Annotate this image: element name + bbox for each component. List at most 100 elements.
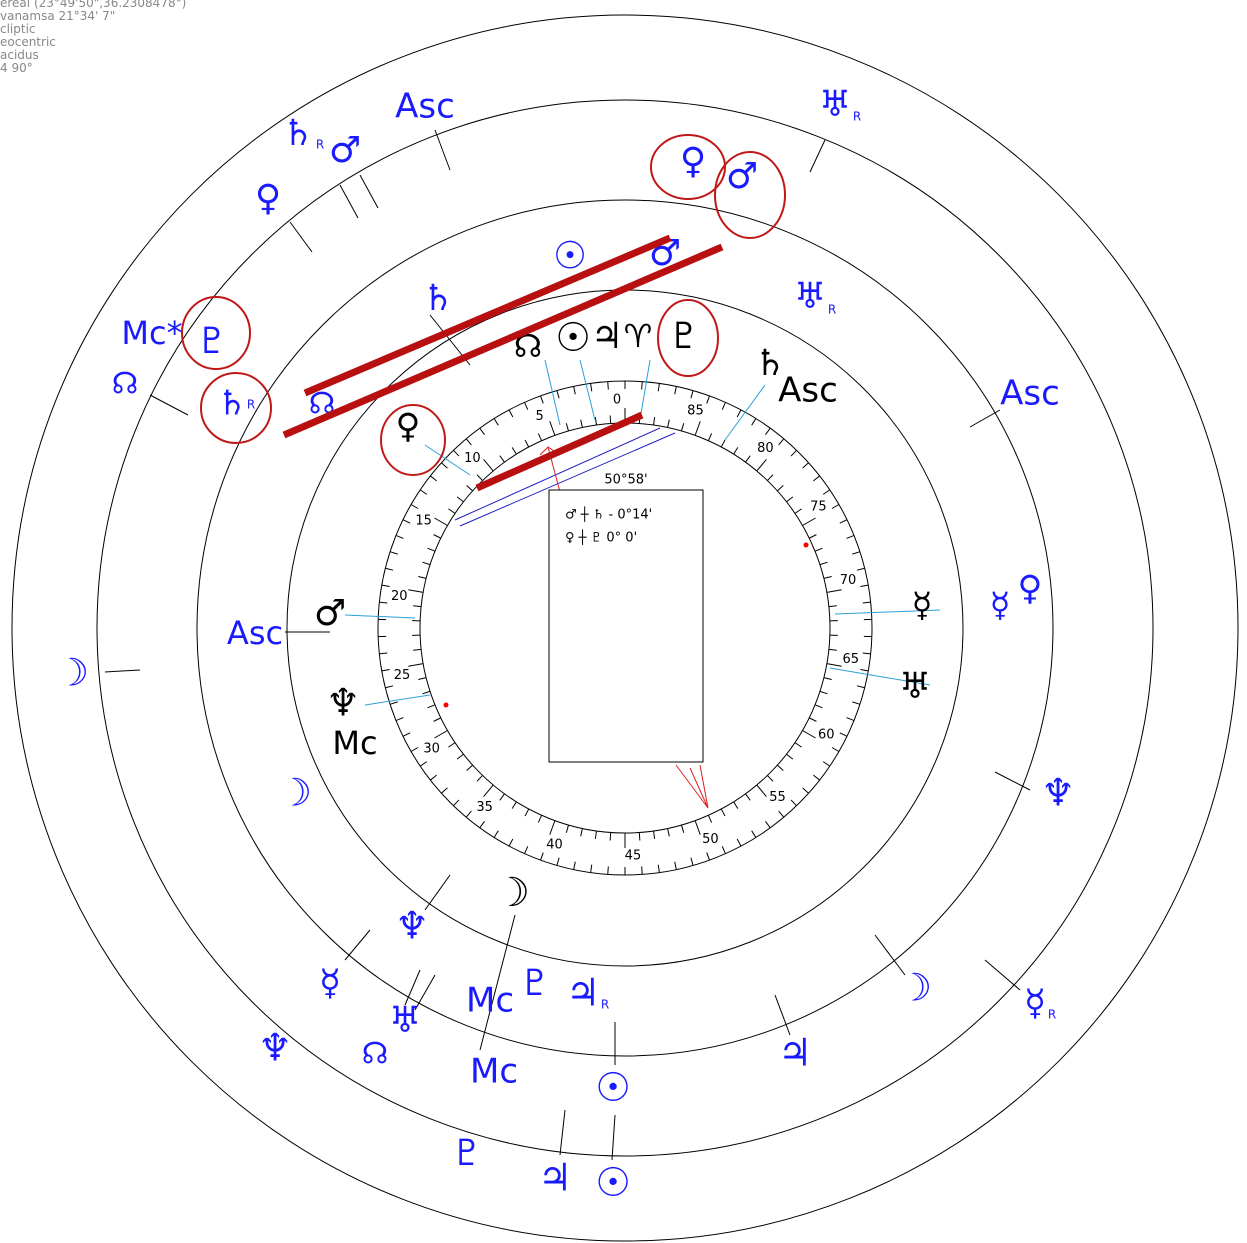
tick (778, 438, 785, 446)
planet-glyph: ♇ (668, 316, 700, 357)
tick (385, 567, 394, 571)
tick (419, 489, 428, 495)
planet-glyph: R (316, 138, 324, 152)
tick (524, 846, 529, 854)
tick (524, 808, 530, 817)
tick (862, 652, 871, 655)
tick (540, 395, 544, 404)
planet-glyph: ♅ (389, 1000, 421, 1041)
dial-label: 25 (394, 668, 411, 683)
tick (733, 447, 739, 455)
tick (657, 383, 660, 392)
tick (828, 605, 837, 608)
cusp (404, 969, 421, 1006)
tick (594, 417, 597, 426)
tick (814, 704, 823, 709)
tick (381, 669, 390, 672)
planet-glyph: ☿ (990, 586, 1011, 626)
connector (424, 444, 471, 476)
planet-glyph: ♂ (329, 130, 361, 171)
planet-glyph: ♀ (680, 141, 706, 182)
planet-glyph: Mc* (121, 314, 182, 352)
tick (790, 449, 797, 457)
dial-label: 15 (415, 513, 432, 528)
tick (483, 784, 494, 797)
tick (476, 775, 483, 782)
planet-glyph: ☽ (278, 771, 312, 815)
cusp (339, 184, 359, 219)
tick (573, 386, 576, 395)
planet-glyph: ☿ (319, 963, 341, 1004)
tick (479, 821, 485, 829)
tick (751, 418, 757, 426)
tick (594, 830, 597, 839)
tick (524, 402, 529, 410)
dial-label: 45 (625, 848, 642, 863)
highlight (181, 296, 251, 370)
cusp (104, 669, 141, 673)
highlight (200, 372, 272, 444)
dial-label: 70 (840, 573, 857, 588)
planet-glyph: ♂ (726, 156, 758, 197)
dial-labels: 0 5 10 15 20 25 30 35 40 45 50 55 60 65 70 75 80 85 (391, 393, 859, 864)
cusp (344, 929, 371, 961)
header-line: cliptic (0, 22, 36, 36)
tick (389, 701, 398, 705)
header-line: ereal (23°49'50",36.2308478°) (0, 0, 187, 10)
header-line: eocentric (0, 35, 56, 49)
tick (786, 753, 794, 760)
tick (476, 474, 483, 481)
tick (745, 793, 751, 801)
tick (493, 830, 499, 838)
cusp (434, 129, 451, 171)
tick (511, 447, 517, 455)
tick (765, 821, 771, 829)
dial-label: 5 (535, 409, 543, 424)
tick (638, 832, 641, 841)
connector (544, 359, 561, 426)
planet-glyph: ☽ (55, 651, 89, 695)
dial-label: 60 (818, 728, 835, 743)
connector (639, 359, 651, 421)
tick (657, 864, 660, 873)
header-line: acidus (0, 48, 39, 62)
tick (831, 504, 840, 509)
planet-glyph: R (828, 303, 836, 317)
tick (839, 519, 848, 524)
tick (609, 832, 612, 841)
aspect-box (548, 489, 704, 763)
tick (707, 433, 713, 441)
dial-label: 85 (687, 404, 704, 419)
tick (653, 830, 656, 839)
planet-glyph: R (247, 398, 255, 412)
tick (819, 561, 828, 566)
cusp (424, 874, 451, 911)
planet-glyph: ♅ (899, 666, 931, 707)
planet-glyph: ♄ (282, 113, 314, 154)
highlight (303, 234, 672, 397)
tick (389, 551, 398, 555)
cusp (809, 139, 826, 173)
tick (493, 418, 499, 426)
tick (794, 742, 802, 748)
connectors (344, 359, 941, 706)
connector (834, 609, 941, 615)
planet-glyph: ☊ (362, 1037, 389, 1072)
planet-glyph: Asc (395, 87, 455, 127)
highlight (282, 243, 724, 439)
tick (379, 652, 388, 655)
cusp (289, 221, 313, 253)
tick (499, 455, 505, 463)
tick (549, 820, 556, 835)
planet-glyph: ♃ (538, 1156, 572, 1200)
tick (721, 402, 726, 410)
header-line: vanamsa 21°34' 7" (0, 9, 116, 23)
tick (413, 648, 422, 651)
ring (196, 199, 1054, 1057)
tick (537, 433, 543, 441)
tick (410, 504, 419, 509)
aspect-line (459, 432, 676, 527)
highlight (380, 404, 446, 476)
